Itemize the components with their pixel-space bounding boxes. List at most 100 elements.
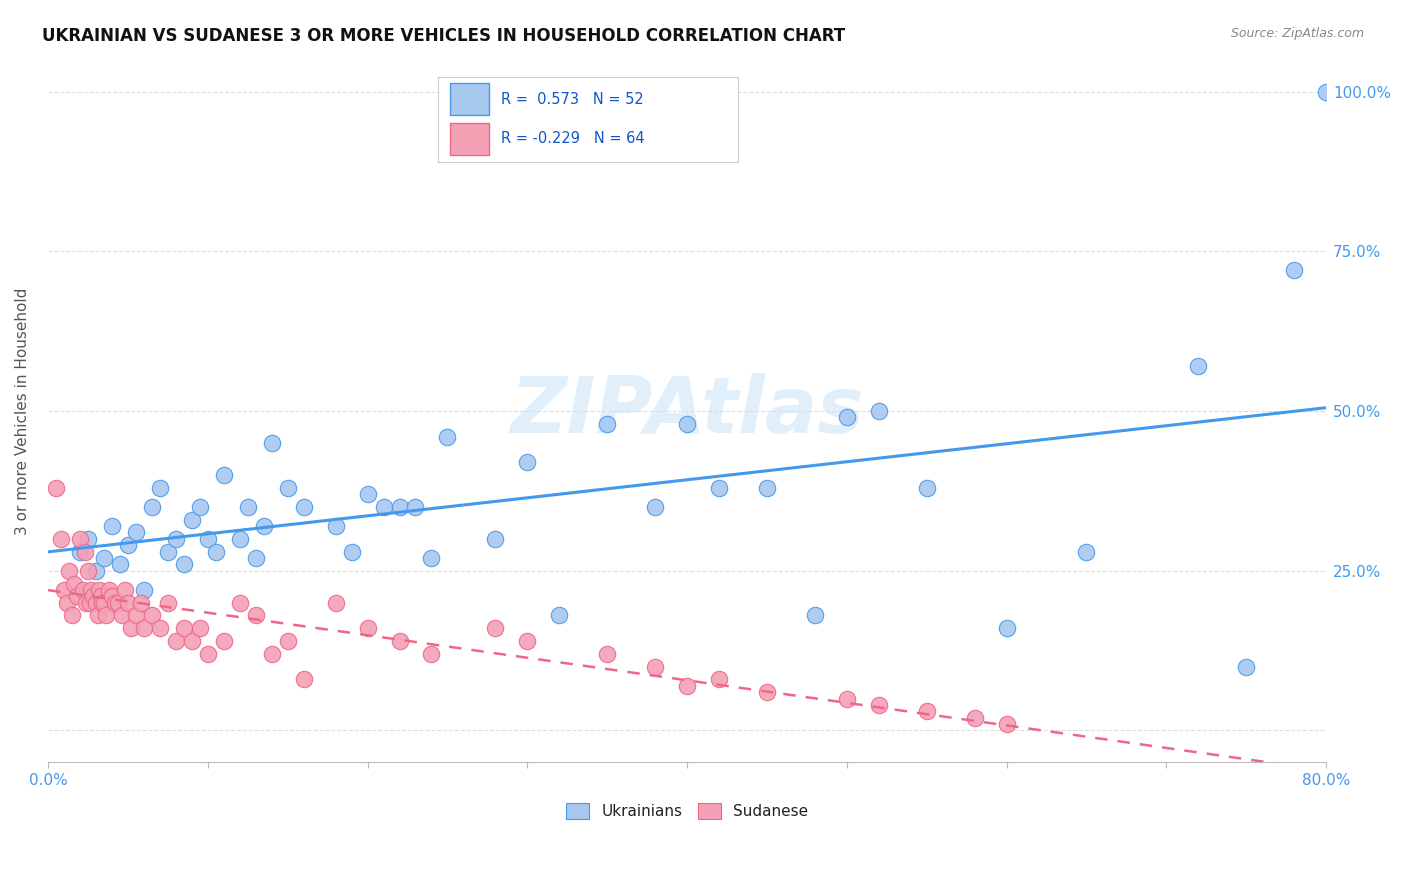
Point [66,590,89,604]
Point [180,634,202,648]
Point [62,576,84,591]
Point [86,608,108,623]
Legend: Ukrainians, Sudanese: Ukrainians, Sudanese [560,797,814,825]
Point [80,582,103,597]
Point [253,519,276,533]
Point [260,647,283,661]
Point [1282,263,1305,277]
Point [45,481,67,495]
Point [197,647,219,661]
Text: ZIPAtlas: ZIPAtlas [510,373,863,449]
Point [188,500,211,514]
Point [484,532,506,546]
Point [676,679,699,693]
Point [90,590,112,604]
Point [755,481,778,495]
Point [292,500,315,514]
Point [204,544,226,558]
Point [868,698,890,712]
Point [236,500,259,514]
Point [340,544,363,558]
Point [707,673,730,687]
Point [516,455,538,469]
Point [120,621,142,635]
Point [132,621,155,635]
Point [868,404,890,418]
Point [77,564,100,578]
Point [180,513,202,527]
Point [676,417,699,431]
Point [420,551,443,566]
Point [212,634,235,648]
Point [356,621,378,635]
Point [104,596,127,610]
Text: Source: ZipAtlas.com: Source: ZipAtlas.com [1230,27,1364,40]
Point [173,621,195,635]
Point [995,717,1018,731]
Point [1187,359,1209,374]
Point [94,608,117,623]
Point [596,417,619,431]
Point [156,544,179,558]
Point [56,596,79,610]
Point [101,519,124,533]
Point [93,596,115,610]
Point [277,634,299,648]
Point [260,436,283,450]
Point [292,673,315,687]
Point [388,634,411,648]
Point [548,608,571,623]
Point [1315,85,1337,99]
Point [405,500,427,514]
Point [165,532,187,546]
Point [173,558,195,572]
Point [835,691,858,706]
Point [835,410,858,425]
Point [325,519,347,533]
Point [388,500,411,514]
Point [79,596,101,610]
Point [114,582,136,597]
Point [69,532,91,546]
Point [84,564,107,578]
Point [149,481,172,495]
Point [197,532,219,546]
Point [53,582,76,597]
Point [125,608,148,623]
Point [356,487,378,501]
Point [229,596,252,610]
Point [596,647,619,661]
Point [93,551,115,566]
Point [644,500,666,514]
Point [516,634,538,648]
Point [69,544,91,558]
Point [91,596,114,610]
Point [72,582,94,597]
Point [1076,544,1098,558]
Point [484,621,506,635]
Point [108,558,131,572]
Point [995,621,1018,635]
Point [84,596,107,610]
Point [804,608,827,623]
Point [644,659,666,673]
Point [707,481,730,495]
Point [229,532,252,546]
Point [188,621,211,635]
Point [117,538,139,552]
Point [77,532,100,546]
Point [436,429,458,443]
Point [963,711,986,725]
Point [420,647,443,661]
Point [60,608,83,623]
Point [915,704,938,718]
Point [75,596,97,610]
Point [141,608,163,623]
Point [245,608,267,623]
Point [149,621,172,635]
Point [97,582,120,597]
Point [117,596,139,610]
Point [132,582,155,597]
Point [165,634,187,648]
Point [110,608,132,623]
